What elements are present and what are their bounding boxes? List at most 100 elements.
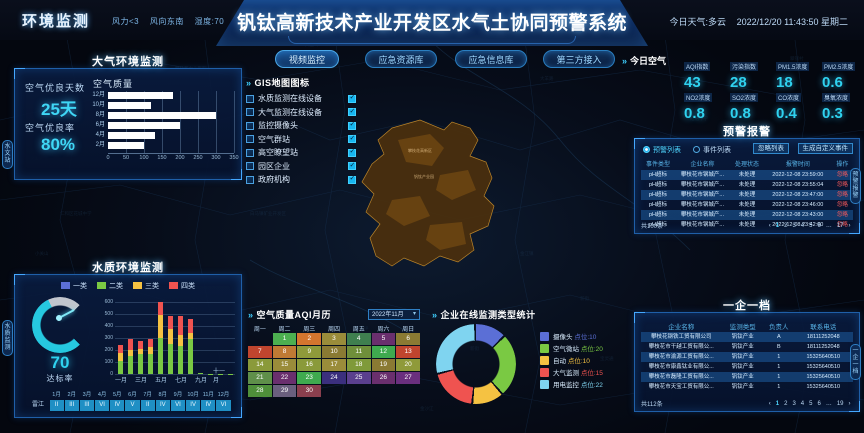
table-row[interactable]: pH超标 攀枝花市钢城产... 未处理 2022-12-08 23:47:00 忽略	[641, 190, 853, 200]
calendar-day-cell[interactable]: 30	[297, 385, 322, 397]
table-row[interactable]: pH超标 攀枝花市钢城产... 未处理 2022-12-08 23:42:00 忽略	[641, 220, 853, 230]
stacked-bar	[148, 338, 153, 374]
gis-layer-item-6[interactable]: 政府机构	[246, 173, 356, 187]
table-row[interactable]: 攀枝花钢铁工贸有限公司 钒钛产业 A 18111252048	[641, 332, 853, 342]
prev-page-button[interactable]: ‹	[768, 222, 771, 229]
gis-layer-item-4[interactable]: 高空瞭望站	[246, 146, 356, 160]
page-number[interactable]: 5	[809, 400, 813, 407]
next-page-button[interactable]: ›	[848, 222, 851, 229]
month-select[interactable]: 2022年11月 ▾	[368, 309, 420, 320]
calendar-day-cell[interactable]: 15	[272, 359, 297, 371]
calendar-day-cell[interactable]: 2	[297, 333, 322, 345]
gis-layer-item-0[interactable]: 水质监测在线设备	[246, 92, 356, 106]
table-row[interactable]: pH超标 攀枝花市钢城产... 未处理 2022-12-08 23:46:00 忽略	[641, 200, 853, 210]
next-page-button[interactable]: ›	[848, 400, 851, 407]
calendar-day-cell[interactable]: 9	[297, 346, 322, 358]
table-cell: 1	[777, 384, 781, 390]
table-row[interactable]: 攀枝花市磊隆工贸有限公... 钒钛产业 1 15325640510	[641, 372, 853, 382]
calendar-day-cell[interactable]: 8	[272, 346, 297, 358]
calendar-day-cell[interactable]: 25	[346, 372, 371, 384]
env-monitor-tab[interactable]: 环境监测	[22, 13, 91, 30]
gis-layer-item-3[interactable]: 空气群站	[246, 133, 356, 147]
radio-warning-list[interactable]: 预警列表	[643, 145, 681, 155]
calendar-day-cell[interactable]: 11	[346, 346, 371, 358]
calendar-day-cell[interactable]: 29	[272, 385, 297, 397]
page-number[interactable]: 1	[775, 222, 780, 229]
calendar-day-cell[interactable]: 4	[346, 333, 371, 345]
calendar-day-cell[interactable]: 18	[346, 359, 371, 371]
page-number[interactable]: 3	[792, 222, 796, 229]
ignore-link[interactable]: 忽略	[836, 212, 848, 218]
side-tab-water-quality[interactable]: 水质监测	[2, 320, 13, 356]
ignore-link[interactable]: 忽略	[836, 192, 848, 198]
calendar-day-cell[interactable]: 3	[322, 333, 346, 345]
page-number[interactable]: 4	[800, 400, 805, 407]
ignore-list-button[interactable]: 忽略列表	[753, 143, 789, 154]
calendar-day-cell[interactable]: 12	[371, 346, 396, 358]
layer-checkbox[interactable]	[348, 161, 356, 171]
calendar-day-cell[interactable]: 20	[396, 359, 420, 371]
side-tab-hydrology[interactable]: 水文站	[2, 140, 13, 169]
nav-video-monitor[interactable]: 视频监控	[275, 50, 339, 68]
page-number[interactable]: 3	[792, 400, 796, 407]
page-number[interactable]: 5	[809, 222, 813, 229]
calendar-day-cell[interactable]: 6	[396, 333, 420, 345]
page-number[interactable]: 2	[784, 400, 788, 407]
calendar-day-cell[interactable]: 16	[297, 359, 322, 371]
calendar-day-cell[interactable]: 5	[371, 333, 396, 345]
gis-layer-item-5[interactable]: 园区企业	[246, 160, 356, 174]
table-row[interactable]: 攀枝花市干越工贸有限公... 钒钛产业 B 18111252048	[641, 342, 853, 352]
calendar-day-cell[interactable]: 10	[322, 346, 346, 358]
calendar-day-cell[interactable]: 22	[272, 372, 297, 384]
layer-checkbox[interactable]	[348, 107, 356, 117]
layer-checkbox[interactable]	[348, 147, 356, 157]
calendar-day-cell[interactable]: 27	[396, 372, 420, 384]
calendar-day-cell[interactable]: 17	[322, 359, 346, 371]
svg-text:宝灵通: 宝灵通	[600, 355, 614, 362]
page-number[interactable]: 4	[800, 222, 805, 229]
page-number[interactable]: 19	[836, 400, 844, 407]
calendar-day-cell[interactable]: 26	[371, 372, 396, 384]
prev-page-button[interactable]: ‹	[768, 400, 771, 407]
table-row[interactable]: pH超标 攀枝花市钢城产... 未处理 2022-12-08 23:59:00 忽略	[641, 170, 853, 180]
gis-layer-item-2[interactable]: 监控摄像头	[246, 119, 356, 133]
page-number[interactable]: 6	[817, 400, 821, 407]
table-row[interactable]: 攀枝花市康鑫钛业有限公... 钒钛产业 1 15325640510	[641, 362, 853, 372]
grade-cell: III	[79, 400, 95, 411]
table-row[interactable]: pH超标 攀枝花市钢城产... 未处理 2022-12-08 23:55:04 忽略	[641, 180, 853, 190]
layer-checkbox[interactable]	[348, 120, 356, 130]
calendar-day-cell[interactable]: 28	[248, 385, 272, 397]
calendar-day-cell[interactable]: 14	[248, 359, 272, 371]
nav-emergency-info[interactable]: 应急信息库	[455, 50, 527, 68]
nav-emergency-resource[interactable]: 应急资源库	[365, 50, 437, 68]
layer-checkbox[interactable]	[348, 134, 356, 144]
layer-checkbox[interactable]	[348, 174, 356, 184]
page-number[interactable]: 17	[836, 222, 844, 229]
legend-swatch	[97, 282, 106, 289]
layer-checkbox[interactable]	[348, 93, 356, 103]
calendar-day-cell[interactable]: 23	[297, 372, 322, 384]
nav-third-party[interactable]: 第三方接入	[543, 50, 615, 68]
side-tab-enterprise[interactable]: 一企一档	[850, 344, 861, 380]
page-number[interactable]: 1	[775, 400, 780, 407]
ignore-link[interactable]: 忽略	[836, 182, 848, 188]
ignore-link[interactable]: 忽略	[836, 172, 848, 178]
create-custom-event-button[interactable]: 生成自定义事件	[797, 143, 853, 154]
gis-layer-item-1[interactable]: 大气监测在线设备	[246, 106, 356, 120]
calendar-day-cell[interactable]: 19	[371, 359, 396, 371]
page-number[interactable]: 6	[817, 222, 821, 229]
calendar-day-cell[interactable]: 24	[322, 372, 346, 384]
donut-legend-item: 用电监控 点位:22	[540, 378, 603, 390]
page-number[interactable]: 2	[784, 222, 788, 229]
table-row[interactable]: 攀枝花市天宝工贸有限公... 钒钛产业 1 15325640510	[641, 382, 853, 392]
calendar-day-cell[interactable]: 1	[272, 333, 297, 345]
ignore-link[interactable]: 忽略	[836, 202, 848, 208]
table-row[interactable]: 攀枝花市渝源工贸有限公... 钒钛产业 1 15325640510	[641, 352, 853, 362]
side-tab-alarm[interactable]: 预警报警	[850, 168, 861, 204]
ignore-link[interactable]: 忽略	[836, 222, 848, 228]
calendar-day-cell[interactable]: 21	[248, 372, 272, 384]
calendar-day-cell[interactable]: 7	[248, 346, 272, 358]
calendar-day-cell[interactable]: 13	[396, 346, 420, 358]
radio-event-list[interactable]: 事件列表	[693, 145, 731, 155]
table-row[interactable]: pH超标 攀枝花市钢城产... 未处理 2022-12-08 23:43:00 忽略	[641, 210, 853, 220]
